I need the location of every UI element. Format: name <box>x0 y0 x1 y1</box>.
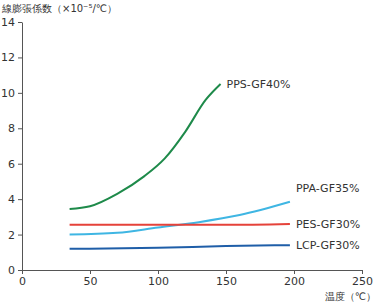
x-tick-mark <box>226 270 227 274</box>
y-tick-label: 2 <box>8 229 15 242</box>
x-tick-label: 200 <box>284 275 305 288</box>
series-line <box>70 223 290 226</box>
series-label: PPA-GF35% <box>296 182 360 195</box>
y-tick-mark <box>18 93 22 94</box>
x-tick-label: 0 <box>19 275 26 288</box>
series-line <box>70 84 221 209</box>
y-tick: 2 <box>8 229 22 242</box>
y-tick-label: 12 <box>1 51 15 64</box>
x-axis-title: 温度（℃） <box>325 291 376 302</box>
x-axis: 0 50 100 150 200 250 <box>19 270 373 288</box>
x-tick-label: 50 <box>84 275 98 288</box>
y-tick-label: 8 <box>8 122 15 135</box>
y-tick-mark <box>18 22 22 23</box>
plot: 0 50 100 150 200 250 0 2 4 6 8 10 12 14 PPS-GF40% PPA-G… <box>1 16 373 288</box>
x-tick-mark <box>362 270 363 274</box>
y-tick-mark <box>18 128 22 129</box>
y-tick: 0 <box>8 264 22 277</box>
x-tick-label: 150 <box>216 275 237 288</box>
series-labels: PPS-GF40% PPA-GF35% PES-GF30% LCP-GF30% <box>227 78 361 252</box>
series-line <box>70 202 290 235</box>
y-tick: 10 <box>1 87 22 100</box>
y-tick-label: 6 <box>8 158 15 171</box>
y-tick: 8 <box>8 122 22 135</box>
x-tick: 100 <box>148 270 169 288</box>
x-tick: 50 <box>84 270 98 288</box>
x-tick: 250 <box>352 270 373 288</box>
x-tick-mark <box>294 270 295 274</box>
y-tick-mark <box>18 164 22 165</box>
x-tick-label: 100 <box>148 275 169 288</box>
x-tick-mark <box>90 270 91 274</box>
y-tick: 6 <box>8 158 22 171</box>
y-tick-label: 10 <box>1 87 15 100</box>
series-line <box>70 245 290 249</box>
series-label: PPS-GF40% <box>227 78 291 91</box>
series-label: PES-GF30% <box>296 218 360 231</box>
y-tick: 12 <box>1 51 22 64</box>
y-axis-title: 線膨張係数（×10⁻⁵/℃） <box>1 3 117 14</box>
series-label: LCP-GF30% <box>296 239 360 252</box>
y-tick-label: 4 <box>8 193 15 206</box>
x-tick-mark <box>158 270 159 274</box>
chart: 0 50 100 150 200 250 0 2 4 6 8 10 12 14 PPS-GF40% PPA-G… <box>0 0 380 304</box>
x-tick: 150 <box>216 270 237 288</box>
y-tick-mark <box>18 270 22 271</box>
y-tick: 4 <box>8 193 22 206</box>
y-tick: 14 <box>1 16 22 29</box>
y-axis: 0 2 4 6 8 10 12 14 <box>1 16 23 277</box>
y-tick-label: 0 <box>8 264 15 277</box>
x-tick: 200 <box>284 270 305 288</box>
x-tick: 0 <box>19 270 26 288</box>
y-tick-mark <box>18 57 22 58</box>
x-tick-label: 250 <box>352 275 373 288</box>
y-axis-line <box>22 23 23 271</box>
series-group <box>70 84 290 249</box>
y-tick-mark <box>18 199 22 200</box>
y-tick-label: 14 <box>1 16 15 29</box>
x-tick-mark <box>22 270 23 274</box>
x-axis-line <box>23 270 363 271</box>
y-tick-mark <box>18 235 22 236</box>
